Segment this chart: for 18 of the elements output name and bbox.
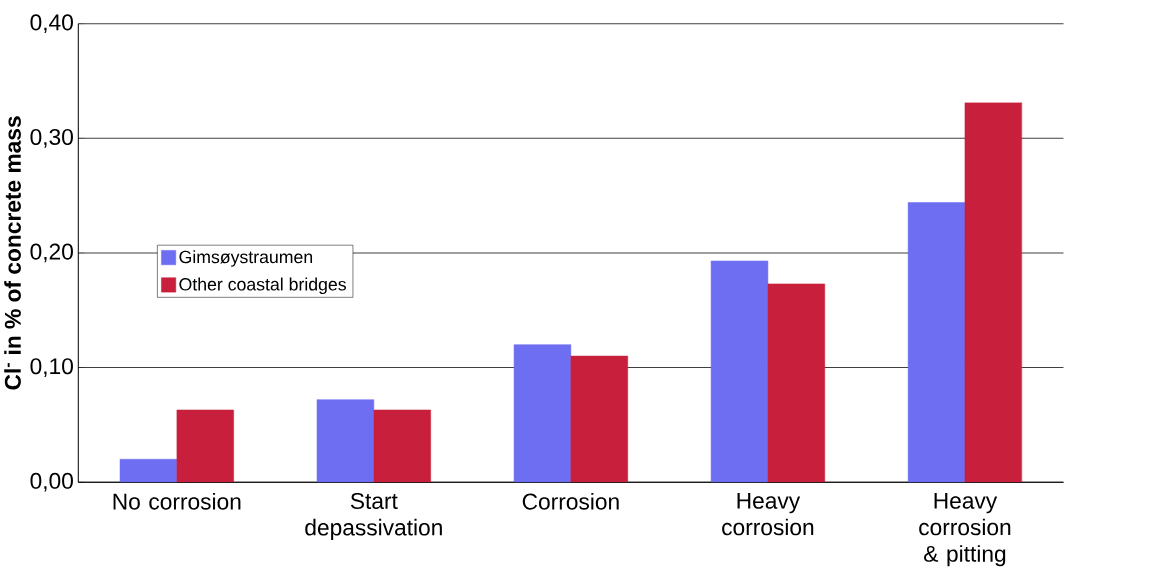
y-tick-label: 0,30 — [30, 129, 73, 148]
x-tick-label: Heavy corrosion — [722, 493, 814, 536]
bar — [513, 344, 572, 483]
bar — [316, 399, 375, 483]
x-tick-label: Heavy corrosion & pitting — [919, 493, 1011, 567]
legend-label: Other coastal bridges — [179, 277, 346, 295]
bar — [710, 260, 769, 483]
y-tick-label: 0,40 — [30, 14, 73, 34]
x-tick-label: Corrosion — [522, 493, 619, 510]
bar — [907, 202, 966, 483]
y-axis-title: Cl$^{-}$ in % of concrete mass — [4, 116, 21, 390]
legend-label: Gimsøystraumen — [179, 250, 313, 267]
x-tick-label: Start depassivation — [305, 493, 442, 541]
bar — [119, 459, 178, 483]
x-tick-label: No corrosion — [113, 493, 241, 510]
y-tick-label: 0,20 — [30, 243, 73, 263]
y-tick-label: 0,00 — [30, 472, 73, 492]
y-tick-label: 0,10 — [30, 358, 73, 378]
